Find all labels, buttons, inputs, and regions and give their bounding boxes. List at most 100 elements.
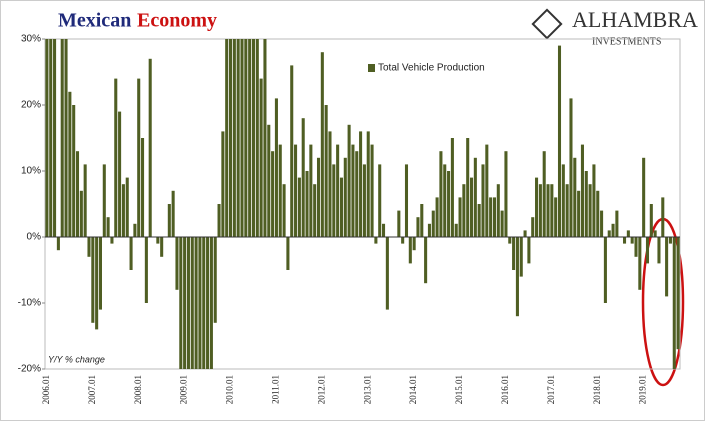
bar [515, 237, 519, 317]
bar [297, 177, 301, 237]
bar [435, 197, 439, 237]
bar [401, 237, 405, 244]
bar [194, 237, 198, 369]
bar [133, 223, 137, 237]
bar [569, 98, 573, 238]
bar [91, 237, 95, 323]
logo-name: ALHAMBRA [572, 7, 698, 32]
bar [630, 237, 634, 244]
x-tick-label: 2011.01 [270, 375, 280, 404]
y-tick-label: -20% [18, 364, 41, 375]
bar [183, 237, 187, 369]
bar [294, 144, 298, 237]
bar [118, 111, 122, 237]
bar [60, 39, 64, 237]
x-tick-label: 2013.01 [362, 375, 372, 404]
bar [500, 210, 504, 237]
bar [535, 177, 539, 237]
bar [634, 237, 638, 257]
bar [64, 39, 68, 237]
bar [225, 39, 229, 237]
bar [259, 78, 263, 237]
bar [75, 151, 80, 237]
bar [557, 45, 562, 237]
x-tick-label: 2006.01 [41, 375, 51, 404]
legend-label: Total Vehicle Production [378, 63, 485, 74]
bar [676, 237, 680, 350]
bar [385, 237, 389, 310]
bar [186, 237, 190, 369]
chart-title-emphasis: Economy [137, 10, 217, 32]
bar [649, 204, 653, 237]
bar [320, 52, 324, 238]
bar [504, 151, 508, 237]
bar [362, 164, 366, 237]
bar [550, 184, 554, 237]
bar [160, 237, 164, 257]
y-tick-label: 10% [21, 166, 41, 177]
bar [397, 210, 401, 237]
x-tick-label: 2009.01 [179, 375, 189, 404]
plot-border [44, 38, 681, 370]
bar [638, 237, 642, 290]
bar [198, 237, 202, 369]
bar [462, 184, 466, 237]
bar [623, 237, 627, 244]
bar [492, 197, 497, 237]
bar [374, 237, 378, 244]
bar [469, 177, 474, 237]
bar [347, 124, 351, 237]
bar [481, 164, 485, 237]
bar [466, 138, 470, 237]
bar [443, 164, 447, 237]
y-tick-label: 0% [27, 232, 42, 243]
bar [244, 39, 248, 237]
bar [615, 210, 619, 237]
bar [382, 223, 386, 237]
bar [447, 171, 451, 237]
bar [554, 197, 558, 237]
bar [645, 237, 650, 264]
x-tick-label: 2014.01 [408, 375, 418, 404]
bar [217, 204, 221, 237]
bar [359, 131, 363, 237]
bar [339, 177, 343, 237]
chart-title: Mexican [58, 10, 131, 32]
bar [190, 237, 194, 369]
bar [121, 184, 125, 237]
x-tick-label: 2019.01 [638, 375, 648, 404]
bar [141, 138, 145, 237]
bar [424, 237, 428, 284]
bar [600, 210, 604, 237]
bar [404, 164, 409, 237]
bar [603, 237, 607, 303]
bar [653, 230, 657, 237]
bar [668, 237, 672, 244]
bar [290, 65, 294, 238]
bar [228, 39, 233, 237]
x-tick-label: 2010.01 [225, 375, 235, 404]
bar [206, 237, 210, 369]
bar [56, 237, 60, 251]
bar [72, 105, 76, 237]
bar [267, 124, 271, 237]
bar [45, 39, 49, 237]
bar [573, 157, 577, 237]
bar [271, 151, 275, 237]
bar [98, 237, 102, 310]
y-tick-label: 20% [21, 100, 41, 111]
bar [611, 223, 615, 237]
bar [584, 171, 588, 237]
bar [53, 39, 57, 237]
bar [496, 184, 500, 237]
bar [378, 164, 382, 237]
bar [531, 217, 535, 237]
bar [626, 230, 630, 237]
bar [316, 157, 321, 237]
bar [343, 157, 347, 237]
logo-tagline: INVESTMENTS [592, 36, 661, 47]
bar [167, 204, 171, 237]
bar [416, 217, 420, 237]
bar [642, 157, 646, 237]
